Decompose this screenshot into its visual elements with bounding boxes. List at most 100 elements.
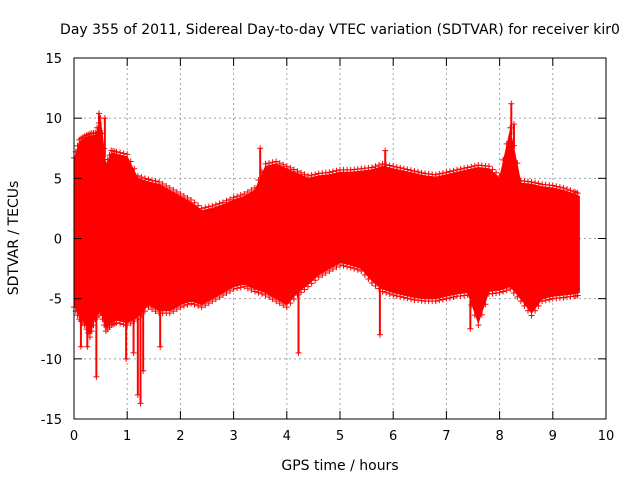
data-point-lower [386, 290, 393, 297]
data-point-upper [117, 149, 124, 156]
data-point-lower [251, 288, 258, 295]
data-point-lower [347, 264, 354, 271]
data-point-lower [223, 290, 230, 297]
data-point-upper [457, 166, 464, 173]
data-point-upper [94, 124, 101, 131]
data-point-lower [276, 300, 283, 307]
data-point-upper [443, 169, 450, 176]
data-point-lower [305, 283, 312, 290]
data-point-upper [436, 170, 443, 177]
data-point-lower [532, 307, 539, 314]
data-point-lower [180, 302, 187, 309]
data-point-lower [524, 307, 531, 314]
data-point-upper [223, 197, 230, 204]
x-tick-label: 1 [123, 429, 131, 444]
data-point-lower [101, 322, 108, 329]
data-point-upper [92, 129, 99, 136]
data-point-upper [301, 171, 308, 178]
data-point-lower [184, 301, 191, 308]
tick-labels: 0 1 2 3 4 5 6 7 8 9 10 -15 -10 -5 0 5 10 15 [41, 52, 615, 444]
data-point-upper [450, 167, 457, 174]
data-point-upper [131, 165, 138, 172]
data-point-upper [411, 168, 418, 175]
data-point-upper [241, 190, 248, 197]
data-point-lower [344, 263, 351, 270]
y-tick-label: -10 [41, 353, 62, 368]
x-tick-label: 2 [176, 429, 184, 444]
data-point-spike [140, 367, 147, 374]
data-point-upper [106, 152, 113, 159]
data-point-upper [244, 188, 251, 195]
data-point-lower [446, 294, 453, 301]
data-point-upper [262, 160, 269, 167]
data-point-upper [180, 192, 187, 199]
data-point-upper [113, 148, 120, 155]
data-point-lower [258, 290, 265, 297]
data-point-lower [269, 296, 276, 303]
data-point-upper [464, 164, 471, 171]
data-point-upper [120, 150, 127, 157]
data-point-lower [97, 310, 104, 317]
data-point-lower [340, 262, 347, 269]
data-point-spike [93, 373, 100, 380]
data-point-upper [297, 169, 304, 176]
data-point-upper [177, 190, 184, 197]
data-point-upper [230, 194, 237, 201]
data-point-lower [322, 269, 329, 276]
data-point-upper [280, 161, 287, 168]
data-point-lower [170, 308, 177, 315]
axis-ticks [73, 57, 607, 420]
data-point-upper [156, 178, 163, 185]
x-tick-label: 0 [70, 429, 78, 444]
data-point-upper [198, 205, 205, 212]
data-point-upper [195, 202, 202, 209]
data-point-upper [372, 163, 379, 170]
data-point-lower [475, 322, 482, 329]
data-point-lower [546, 296, 553, 303]
data-point-lower [280, 302, 287, 309]
data-point-lower [404, 295, 411, 302]
data-point-upper [386, 162, 393, 169]
data-point-upper [145, 176, 152, 183]
x-tick-label: 5 [336, 429, 344, 444]
data-point-lower [319, 272, 326, 279]
data-point-lower [290, 296, 297, 303]
data-point-upper [393, 164, 400, 171]
data-point-upper [104, 156, 111, 163]
data-point-upper [251, 184, 258, 191]
y-tick-label: 5 [54, 172, 62, 187]
data-point-lower [397, 293, 404, 300]
data-point-upper [305, 172, 312, 179]
data-point-upper [507, 124, 514, 131]
data-point-upper [471, 162, 478, 169]
data-point-upper [74, 142, 81, 149]
data-point-upper [184, 194, 191, 201]
x-axis-label: GPS time / hours [281, 458, 398, 474]
x-tick-label: 6 [389, 429, 397, 444]
data-point-upper [485, 163, 492, 170]
data-point-lower [535, 302, 542, 309]
data-point-upper [266, 160, 273, 167]
data-point-spike [157, 343, 164, 350]
data-point-lower [500, 288, 507, 295]
data-point-lower [234, 285, 241, 292]
data-point-lower [361, 272, 368, 279]
data-point-lower [230, 286, 237, 293]
data-point-lower [471, 312, 478, 319]
data-point-lower [241, 283, 248, 290]
data-point-spike [96, 110, 103, 117]
x-tick-label: 8 [495, 429, 503, 444]
data-point-upper [514, 160, 521, 167]
data-point-upper [205, 203, 212, 210]
data-point-lower [514, 294, 521, 301]
data-point-upper [138, 174, 145, 181]
x-tick-label: 4 [283, 429, 291, 444]
data-point-upper [219, 199, 226, 206]
data-point-upper [216, 200, 223, 207]
data-point-upper [166, 184, 173, 191]
y-axis-label: SDTVAR / TECUs [6, 181, 22, 296]
data-point-lower [216, 294, 223, 301]
data-point-lower [244, 285, 251, 292]
